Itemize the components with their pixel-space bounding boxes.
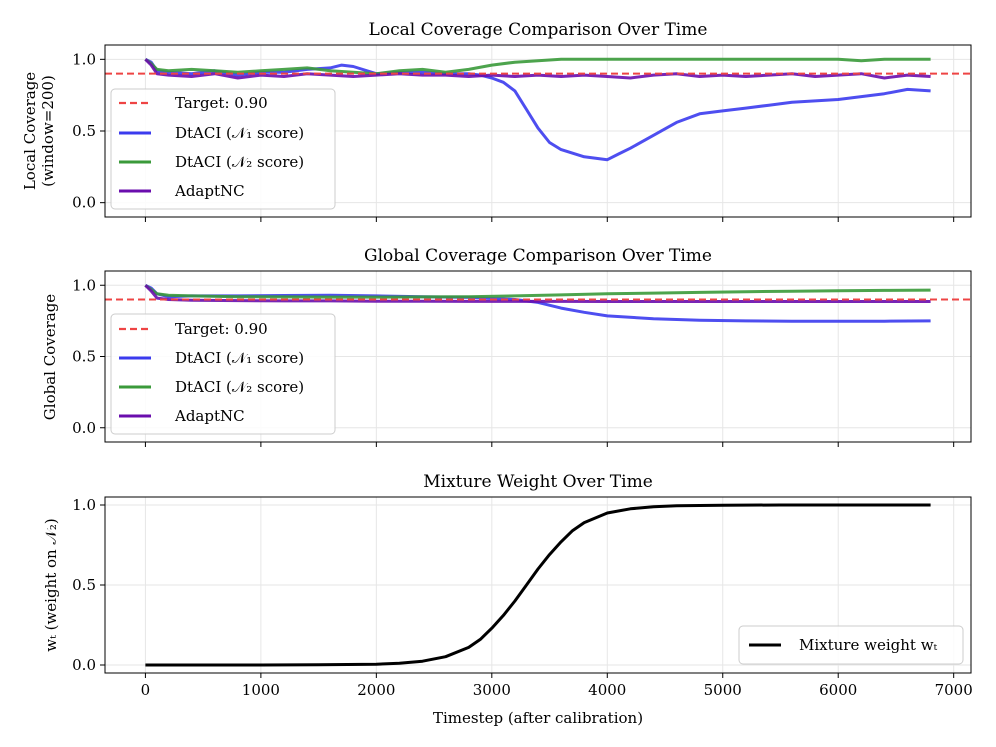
- panel-2-x-ticks: [145, 442, 953, 447]
- series-line-dtaci-score-: [145, 59, 930, 73]
- legend-label-target: Target: 0.90: [175, 320, 268, 338]
- panel-3-legend: Mixture weight wₜ: [739, 626, 963, 664]
- y-tick-label: 0.0: [72, 194, 96, 212]
- x-tick-label: 3000: [473, 681, 511, 699]
- x-axis-label: Timestep (after calibration): [433, 709, 643, 727]
- figure: Local Coverage Comparison Over Time 0.00…: [0, 0, 996, 747]
- panel-3-x-ticks: 0 1000 2000 3000 4000 5000 6000 7000: [141, 673, 973, 699]
- x-tick-label: 1000: [242, 681, 280, 699]
- panel-2-legend: Target: 0.90 DtACI (𝒩₁ score) DtACI (𝒩₂ …: [111, 314, 335, 434]
- panel-1-title: Local Coverage Comparison Over Time: [369, 20, 708, 40]
- x-tick-label: 0: [141, 681, 151, 699]
- legend-label-adaptnc: AdaptNC: [174, 407, 245, 425]
- y-tick-label: 1.0: [72, 496, 96, 514]
- legend-label-dtaci-n1: DtACI (𝒩₁ score): [175, 349, 304, 367]
- panel-2-y-ticks: 0.0 0.5 1.0: [72, 276, 105, 437]
- panel-mixture-weight: Mixture Weight Over Time 0.0 0.5 1.0 0 1000…: [42, 472, 973, 727]
- panel-global-coverage: Global Coverage Comparison Over Time 0.0…: [41, 246, 971, 447]
- y-tick-label: 0.0: [72, 419, 96, 437]
- legend-label-target: Target: 0.90: [175, 94, 268, 112]
- y-tick-label: 0.5: [72, 576, 96, 594]
- panel-2-ylabel: Global Coverage: [41, 294, 59, 420]
- x-tick-label: 2000: [357, 681, 395, 699]
- panel-3-title: Mixture Weight Over Time: [423, 472, 653, 492]
- y-tick-label: 1.0: [72, 50, 96, 68]
- y-tick-label: 0.0: [72, 656, 96, 674]
- panel-1-legend: Target: 0.90 DtACI (𝒩₁ score) DtACI (𝒩₂ …: [111, 89, 335, 209]
- panel-1-ylabel-line1: Local Coverage: [21, 72, 39, 190]
- x-tick-label: 7000: [935, 681, 973, 699]
- panel-3-ylabel: wₜ (weight on 𝒩₂): [42, 518, 60, 651]
- y-tick-label: 0.5: [72, 348, 96, 366]
- legend-label-mixture: Mixture weight wₜ: [799, 636, 938, 654]
- panel-local-coverage: Local Coverage Comparison Over Time 0.00…: [21, 20, 971, 222]
- legend-label-dtaci-n2: DtACI (𝒩₂ score): [175, 378, 304, 396]
- y-tick-label: 1.0: [72, 276, 96, 294]
- y-tick-label: 0.5: [72, 122, 96, 140]
- x-tick-label: 6000: [819, 681, 857, 699]
- legend-label-dtaci-n2: DtACI (𝒩₂ score): [175, 153, 304, 171]
- series-line-dtaci-score-: [145, 285, 930, 297]
- panel-3-y-ticks: 0.0 0.5 1.0: [72, 496, 105, 674]
- x-tick-label: 5000: [704, 681, 742, 699]
- x-tick-label: 4000: [588, 681, 626, 699]
- legend-label-dtaci-n1: DtACI (𝒩₁ score): [175, 124, 304, 142]
- panel-1-y-ticks: 0.0 0.5 1.0: [72, 50, 105, 211]
- legend-label-adaptnc: AdaptNC: [174, 182, 245, 200]
- panel-2-title: Global Coverage Comparison Over Time: [364, 246, 712, 266]
- panel-1-x-ticks: [145, 217, 953, 222]
- panel-1-ylabel-line2: (window=200): [39, 75, 57, 187]
